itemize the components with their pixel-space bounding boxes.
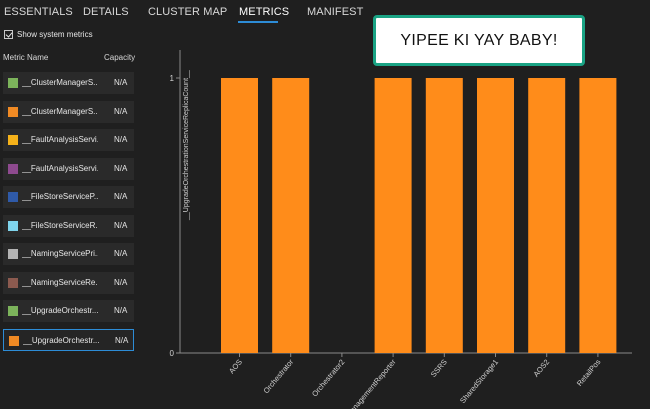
y-tick-label: 0 bbox=[170, 349, 175, 358]
metric-row[interactable]: __FileStoreServiceP... N/A bbox=[3, 186, 134, 208]
metric-color-swatch bbox=[9, 335, 19, 346]
show-system-metrics-label: Show system metrics bbox=[17, 30, 93, 39]
metric-row[interactable]: __FaultAnalysisServi... N/A bbox=[3, 129, 134, 151]
bar bbox=[425, 78, 463, 353]
metric-capacity: N/A bbox=[114, 249, 128, 258]
bar bbox=[272, 78, 310, 353]
metric-color-swatch bbox=[8, 249, 18, 259]
tab-metrics[interactable]: METRICS bbox=[239, 6, 290, 18]
bar bbox=[221, 78, 258, 353]
metric-color-swatch bbox=[8, 277, 18, 288]
callout-box: YIPEE KI YAY BABY! bbox=[373, 15, 585, 66]
tab-manifest[interactable]: MANIFEST bbox=[307, 6, 364, 18]
metric-name: __FaultAnalysisServi... bbox=[22, 135, 98, 144]
x-tick-label: Orchestrator2 bbox=[310, 358, 346, 399]
metric-row[interactable]: __UpgradeOrchestr... N/A bbox=[3, 300, 134, 322]
metric-name: __UpgradeOrchestr... bbox=[22, 306, 98, 315]
metric-name: __ClusterManagerS... bbox=[22, 106, 98, 116]
metric-row[interactable]: __FaultAnalysisServi... N/A bbox=[3, 157, 134, 180]
tab-cluster-map[interactable]: CLUSTER MAP bbox=[148, 6, 228, 18]
metric-capacity: N/A bbox=[114, 106, 128, 116]
bar bbox=[374, 78, 412, 353]
metric-name: __FileStoreServiceP... bbox=[22, 192, 98, 201]
x-tick-label: RetailPos bbox=[575, 357, 603, 388]
show-system-metrics-toggle[interactable]: Show system metrics bbox=[4, 30, 93, 39]
capacity-header: Capacity bbox=[104, 53, 136, 62]
metric-color-swatch bbox=[8, 135, 18, 145]
metric-row[interactable]: __ClusterManagerS... N/A bbox=[3, 100, 134, 123]
metric-capacity: N/A bbox=[114, 163, 128, 173]
checkbox-checked-icon[interactable] bbox=[4, 30, 13, 39]
metric-color-swatch bbox=[8, 192, 18, 202]
x-tick-label: Orchestrator bbox=[262, 357, 296, 395]
metric-name: __ClusterManagerS... bbox=[22, 78, 98, 87]
metric-capacity: N/A bbox=[114, 277, 128, 287]
metric-color-swatch bbox=[8, 163, 18, 174]
tab-details[interactable]: DETAILS bbox=[83, 6, 129, 18]
tab-bar: ESSENTIALS DETAILS CLUSTER MAP METRICS M… bbox=[0, 0, 650, 26]
metric-name: __FaultAnalysisServi... bbox=[22, 163, 98, 173]
y-axis-title: __UpgradeOrchestrationServiceReplicaCoun… bbox=[183, 70, 190, 220]
metric-capacity: N/A bbox=[114, 306, 128, 315]
metric-name-header: Metric Name bbox=[3, 53, 49, 62]
metric-name: __NamingServiceRe... bbox=[22, 277, 98, 287]
x-tick-label: AOS bbox=[227, 358, 244, 376]
metric-row[interactable]: __NamingServicePri... N/A bbox=[3, 243, 134, 265]
metric-name: __NamingServicePri... bbox=[22, 249, 98, 258]
y-tick-label: 1 bbox=[170, 74, 175, 83]
bar bbox=[579, 78, 617, 353]
metric-capacity: N/A bbox=[114, 135, 128, 144]
x-tick-label: ...anagementReporter bbox=[344, 357, 398, 409]
metric-color-swatch bbox=[8, 306, 18, 316]
metric-name: __UpgradeOrchestr... bbox=[23, 335, 99, 345]
metric-name: __FileStoreServiceR... bbox=[22, 220, 98, 230]
metric-row[interactable]: __UpgradeOrchestr... N/A bbox=[3, 328, 134, 351]
metric-row[interactable]: __ClusterManagerS... N/A bbox=[3, 72, 134, 94]
metric-row[interactable]: __NamingServiceRe... N/A bbox=[3, 271, 134, 294]
x-tick-label: SharedStorage1 bbox=[458, 358, 500, 406]
metric-color-swatch bbox=[8, 220, 18, 231]
metric-capacity: N/A bbox=[114, 192, 128, 201]
metric-color-swatch bbox=[8, 78, 18, 88]
metric-capacity: N/A bbox=[115, 335, 129, 345]
callout-text: YIPEE KI YAY BABY! bbox=[400, 31, 558, 49]
bar bbox=[477, 78, 514, 353]
metric-row[interactable]: __FileStoreServiceR... N/A bbox=[3, 214, 134, 237]
bar bbox=[528, 78, 566, 353]
metric-color-swatch bbox=[8, 106, 18, 117]
x-tick-label: AOS2 bbox=[531, 358, 551, 379]
active-tab-indicator bbox=[238, 21, 278, 23]
metric-capacity: N/A bbox=[114, 78, 128, 87]
tab-essentials[interactable]: ESSENTIALS bbox=[4, 6, 73, 18]
x-tick-label: SSRS bbox=[429, 358, 449, 379]
metric-capacity: N/A bbox=[114, 220, 128, 230]
